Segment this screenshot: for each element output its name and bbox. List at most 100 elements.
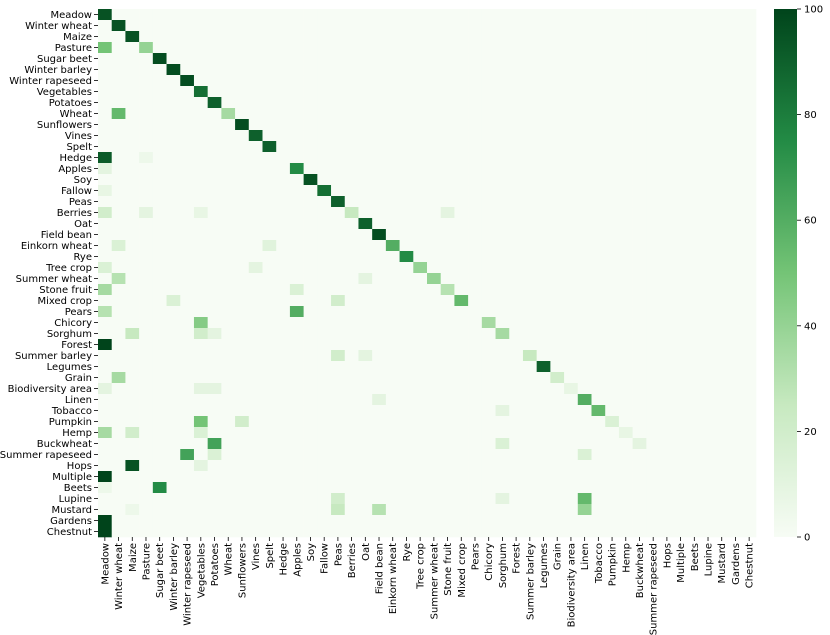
cell — [193, 251, 208, 263]
cell — [701, 229, 716, 241]
cell — [139, 31, 154, 43]
cell — [728, 394, 743, 406]
cell — [221, 427, 236, 439]
x-tick-label: Pumpkin — [608, 543, 619, 586]
cell — [536, 185, 551, 197]
cell — [550, 493, 565, 505]
x-tick-label: Meadow — [100, 543, 111, 585]
cell — [701, 383, 716, 395]
cell — [714, 262, 729, 274]
cell — [152, 196, 167, 208]
cell — [509, 240, 524, 252]
cell — [385, 526, 400, 538]
cell — [248, 108, 263, 120]
cell — [125, 31, 140, 43]
cell — [262, 207, 277, 219]
cell — [427, 306, 442, 318]
cell — [564, 328, 579, 340]
x-tick-label: Einkorn wheat — [388, 543, 399, 614]
cell — [591, 471, 606, 483]
cell — [139, 174, 154, 186]
cell — [317, 460, 332, 472]
cell — [98, 438, 113, 450]
cell — [248, 130, 263, 142]
cell — [248, 163, 263, 175]
y-tick-label: Biodiversity area — [8, 384, 92, 395]
cell — [701, 471, 716, 483]
cell — [536, 317, 551, 329]
cell — [577, 273, 592, 285]
y-tick-label: Mustard — [51, 505, 92, 516]
cell — [358, 317, 373, 329]
cell — [358, 427, 373, 439]
cell — [248, 53, 263, 65]
cell — [413, 504, 428, 516]
cell — [303, 174, 318, 186]
cell — [125, 141, 140, 153]
cell — [742, 306, 757, 318]
cell — [468, 504, 483, 516]
cell — [235, 438, 250, 450]
cell — [207, 372, 222, 384]
cell — [701, 207, 716, 219]
cell — [317, 306, 332, 318]
cell — [618, 229, 633, 241]
cell — [454, 482, 469, 494]
cell — [139, 119, 154, 131]
cell — [248, 372, 263, 384]
cell — [344, 295, 359, 307]
cell — [399, 295, 414, 307]
cell — [632, 372, 647, 384]
cell — [591, 119, 606, 131]
cell — [728, 119, 743, 131]
cell — [742, 482, 757, 494]
cell — [701, 372, 716, 384]
cell — [139, 20, 154, 32]
cell — [605, 119, 620, 131]
cell — [660, 262, 675, 274]
cell — [317, 284, 332, 296]
cell — [577, 196, 592, 208]
cell — [714, 394, 729, 406]
cell — [303, 130, 318, 142]
cell — [646, 229, 661, 241]
cell — [385, 306, 400, 318]
cell — [289, 449, 304, 461]
cell — [701, 119, 716, 131]
cell — [166, 361, 181, 373]
cell — [317, 273, 332, 285]
y-tick-label: Apples — [58, 164, 92, 175]
cell — [605, 152, 620, 164]
cell — [221, 42, 236, 54]
x-tick-label: Biodiversity area — [566, 543, 577, 627]
cell — [125, 361, 140, 373]
cell — [399, 526, 414, 538]
cell — [481, 207, 496, 219]
cell — [111, 218, 126, 230]
cell — [385, 504, 400, 516]
cell — [660, 372, 675, 384]
cell — [509, 97, 524, 109]
cell — [358, 218, 373, 230]
cell — [358, 405, 373, 417]
cell — [372, 339, 387, 351]
cell — [358, 339, 373, 351]
cell — [660, 427, 675, 439]
cell — [742, 471, 757, 483]
cell — [660, 207, 675, 219]
cell — [248, 317, 263, 329]
cell — [303, 97, 318, 109]
cell — [139, 229, 154, 241]
cell — [358, 163, 373, 175]
cell — [522, 141, 537, 153]
cell — [660, 504, 675, 516]
cell — [221, 416, 236, 428]
cell — [166, 394, 181, 406]
cell — [468, 42, 483, 54]
cell — [536, 262, 551, 274]
cell — [303, 482, 318, 494]
cell — [125, 130, 140, 142]
cell — [742, 207, 757, 219]
cell — [372, 20, 387, 32]
cell — [193, 317, 208, 329]
